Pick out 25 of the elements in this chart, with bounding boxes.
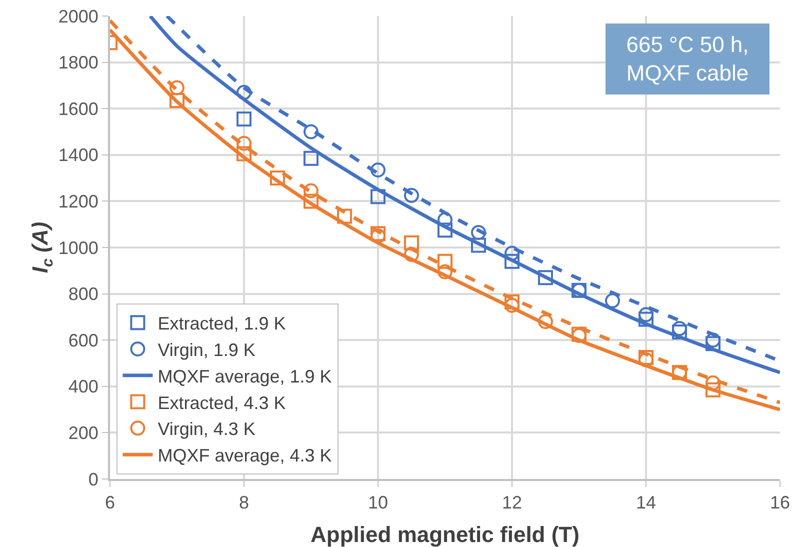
y-tick-label: 1600: [58, 98, 98, 119]
y-tick-label: 1800: [58, 52, 98, 73]
y-tick-label: 400: [68, 376, 98, 397]
annotation: 665 °C 50 h, MQXF cable: [614, 32, 761, 86]
legend-label: Virgin, 1.9 K: [158, 340, 256, 360]
legend-label: Virgin, 4.3 K: [158, 419, 256, 440]
y-tick-label: 200: [68, 423, 98, 443]
legend-label: Extracted, 4.3 K: [158, 392, 286, 413]
legend-label: Extracted, 1.9 K: [158, 314, 286, 334]
y-tick-label: 1000: [58, 238, 98, 258]
x-tick-label: 10: [368, 492, 388, 513]
y-tick-label: 1400: [58, 145, 98, 166]
y-tick-label: 2000: [58, 6, 98, 26]
y-tick-label: 800: [68, 284, 98, 304]
x-tick-label: 6: [104, 492, 116, 513]
x-axis-title: Applied magnetic field (T): [310, 522, 580, 547]
x-tick-label: 12: [502, 492, 522, 513]
x-tick-label: 14: [636, 492, 656, 513]
y-tick-label: 0: [88, 469, 98, 490]
y-tick-label: 600: [68, 330, 98, 350]
x-tick-label: 8: [238, 492, 250, 513]
legend-label: MQXF average, 4.3 K: [158, 446, 332, 466]
y-tick-label: 1200: [58, 192, 98, 212]
legend-label: MQXF average, 1.9 K: [158, 366, 332, 386]
x-tick-label: 16: [770, 492, 790, 513]
